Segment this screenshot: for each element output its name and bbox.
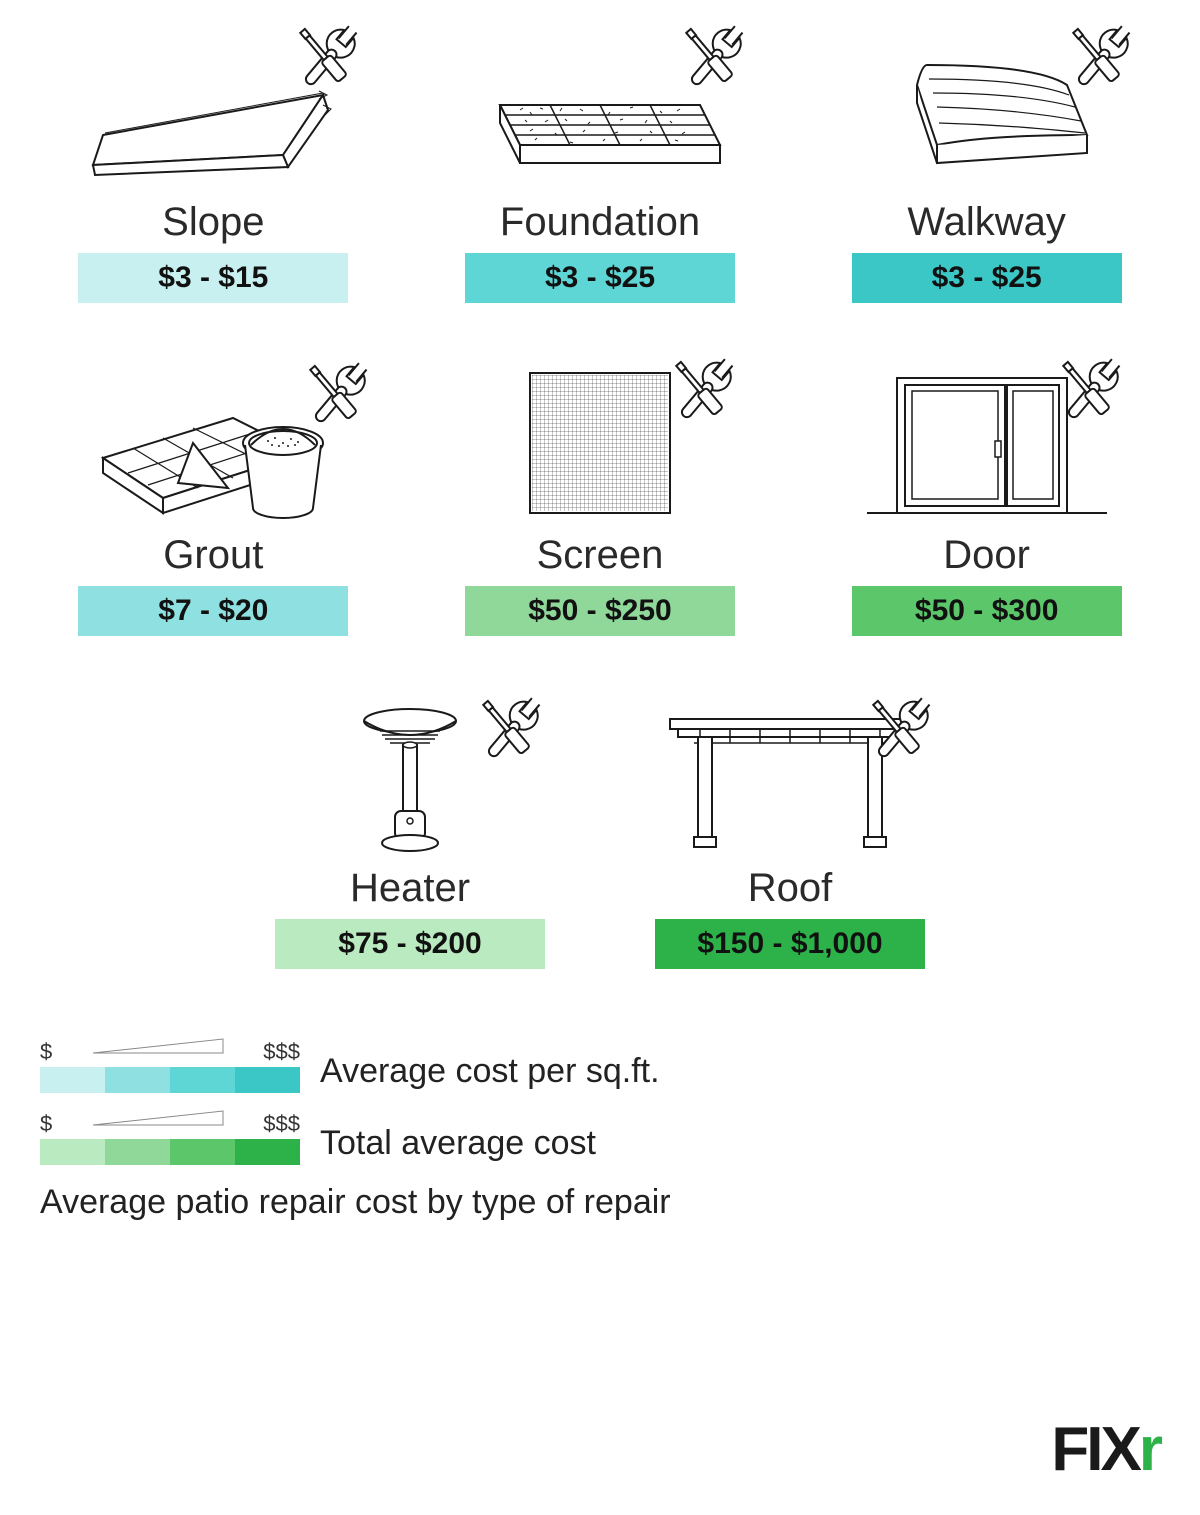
item-price: $7 - $20 — [78, 586, 348, 636]
item-label: Heater — [250, 866, 570, 911]
item-price: $3 - $25 — [465, 253, 735, 303]
item-price: $75 - $200 — [275, 919, 545, 969]
caption: Average patio repair cost by type of rep… — [40, 1183, 1160, 1222]
legend-high: $$$ — [263, 1111, 300, 1137]
walkway-icon — [813, 30, 1160, 190]
item-label: Walkway — [813, 200, 1160, 245]
card-grout: Grout $7 - $20 — [40, 363, 387, 636]
item-label: Door — [813, 533, 1160, 578]
card-screen: Screen $50 - $250 — [427, 363, 774, 636]
tools-icon — [470, 692, 550, 772]
tools-icon — [297, 357, 377, 437]
legend: $ $$$ Average cost per sq.ft. $ $$$ Tota… — [40, 1039, 1160, 1222]
logo-accent: r — [1139, 1415, 1160, 1484]
legend-sqft: $ $$$ Average cost per sq.ft. — [40, 1039, 1160, 1093]
tools-icon — [673, 20, 753, 100]
legend-total-label: Total average cost — [320, 1124, 596, 1165]
logo: FIXr — [1051, 1414, 1160, 1485]
card-slope: Slope $3 - $15 — [40, 30, 387, 303]
roof-icon — [630, 696, 950, 856]
item-label: Foundation — [427, 200, 774, 245]
card-roof: Roof $150 - $1,000 — [630, 696, 950, 969]
item-price: $50 - $300 — [852, 586, 1122, 636]
item-price: $3 - $15 — [78, 253, 348, 303]
tools-icon — [1050, 353, 1130, 433]
sqft-bar — [40, 1067, 300, 1093]
grout-icon — [40, 363, 387, 523]
total-bar — [40, 1139, 300, 1165]
legend-high: $$$ — [263, 1039, 300, 1065]
legend-low: $ — [40, 1039, 52, 1065]
repair-grid-bottom: Heater $75 - $200 Roo — [40, 696, 1160, 969]
wedge-icon — [93, 1111, 223, 1125]
item-price: $50 - $250 — [465, 586, 735, 636]
card-walkway: Walkway $3 - $25 — [813, 30, 1160, 303]
legend-sqft-label: Average cost per sq.ft. — [320, 1052, 660, 1093]
logo-text: FIX — [1051, 1415, 1138, 1484]
card-door: Door $50 - $300 — [813, 363, 1160, 636]
scale-total: $ $$$ — [40, 1111, 300, 1165]
item-price: $150 - $1,000 — [655, 919, 925, 969]
item-label: Grout — [40, 533, 387, 578]
tools-icon — [1060, 20, 1140, 100]
item-label: Slope — [40, 200, 387, 245]
legend-low: $ — [40, 1111, 52, 1137]
scale-sqft: $ $$$ — [40, 1039, 300, 1093]
screen-icon — [427, 363, 774, 523]
tools-icon — [287, 20, 367, 100]
item-price: $3 - $25 — [852, 253, 1122, 303]
foundation-icon — [427, 30, 774, 190]
card-heater: Heater $75 - $200 — [250, 696, 570, 969]
tools-icon — [663, 353, 743, 433]
heater-icon — [250, 696, 570, 856]
legend-total: $ $$$ Total average cost — [40, 1111, 1160, 1165]
slope-icon — [40, 30, 387, 190]
item-label: Roof — [630, 866, 950, 911]
wedge-icon — [93, 1039, 223, 1053]
tools-icon — [860, 692, 940, 772]
door-icon — [813, 363, 1160, 523]
item-label: Screen — [427, 533, 774, 578]
repair-grid-top: Slope $3 - $15 Foundation $3 - $25 — [40, 30, 1160, 636]
card-foundation: Foundation $3 - $25 — [427, 30, 774, 303]
